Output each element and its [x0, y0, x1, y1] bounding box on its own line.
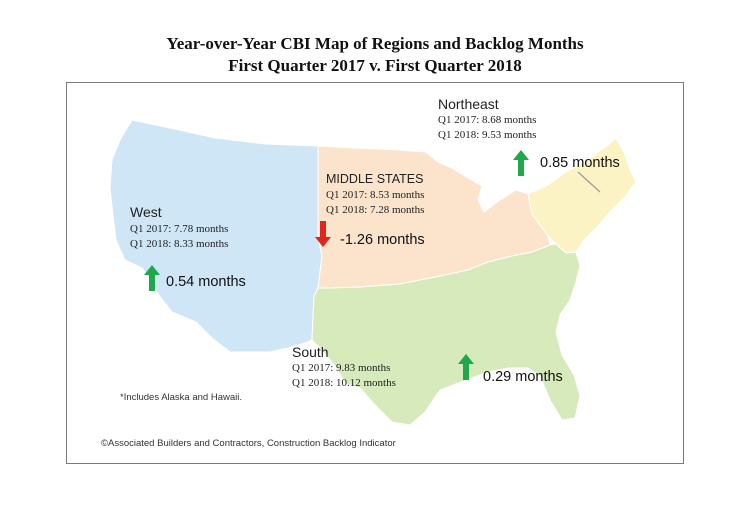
change-middle-states: -1.26 months — [340, 232, 425, 248]
west-q1-2017: Q1 2017: 7.78 months — [130, 223, 229, 235]
region-name-south: South — [292, 344, 329, 360]
region-south[interactable] — [311, 243, 581, 426]
up-arrow-shape — [144, 265, 160, 291]
west-q1-2018: Q1 2018: 8.33 months — [130, 238, 229, 250]
down-arrow-icon — [315, 221, 331, 247]
south-q1-2017: Q1 2017: 9.83 months — [292, 362, 391, 374]
region-name-west: West — [130, 204, 162, 220]
northeast-q1-2017: Q1 2017: 8.68 months — [438, 114, 537, 126]
up-arrow-shape — [458, 354, 474, 380]
up-arrow-icon — [458, 354, 474, 380]
up-arrow-icon — [513, 150, 529, 176]
change-south: 0.29 months — [483, 369, 563, 385]
region-name-middle-states: MIDDLE STATES — [326, 172, 424, 186]
down-arrow-shape — [315, 221, 331, 247]
up-arrow-shape — [513, 150, 529, 176]
region-name-northeast: Northeast — [438, 96, 499, 112]
change-northeast: 0.85 months — [540, 155, 620, 171]
map-title: Year-over-Year CBI Map of Regions and Ba… — [166, 34, 584, 53]
footnote: *Includes Alaska and Hawaii. — [120, 392, 242, 403]
northeast-leader-line — [577, 171, 601, 193]
change-west: 0.54 months — [166, 274, 246, 290]
northeast-q1-2018: Q1 2018: 9.53 months — [438, 129, 537, 141]
map-subtitle: First Quarter 2017 v. First Quarter 2018 — [228, 56, 522, 75]
middle-q1-2017: Q1 2017: 8.53 months — [326, 189, 425, 201]
credit-line: ©Associated Builders and Contractors, Co… — [101, 438, 396, 449]
south-q1-2018: Q1 2018: 10.12 months — [292, 377, 396, 389]
up-arrow-icon — [144, 265, 160, 291]
region-northeast[interactable] — [527, 137, 637, 254]
middle-q1-2018: Q1 2018: 7.28 months — [326, 204, 425, 216]
